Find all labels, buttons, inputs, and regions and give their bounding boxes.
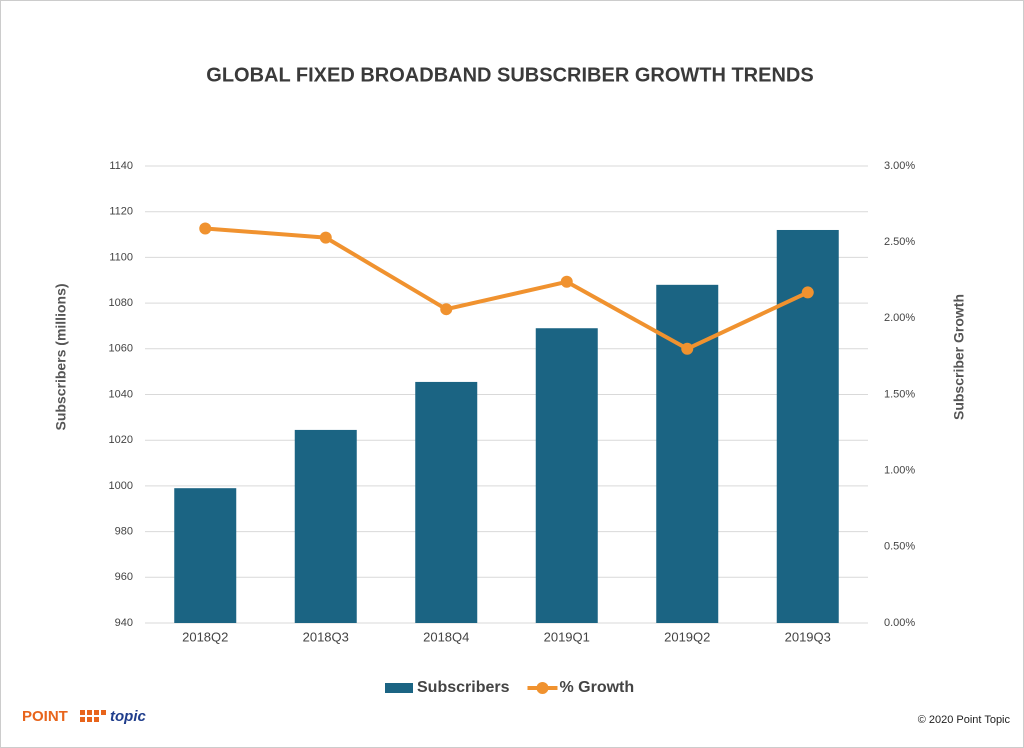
bar — [415, 381, 478, 623]
y-tick-label: 940 — [115, 617, 133, 629]
logo-square — [80, 717, 85, 722]
bar — [535, 328, 598, 623]
y2-tick-label: 0.00% — [884, 617, 915, 629]
bar — [174, 488, 237, 623]
line-point — [440, 303, 453, 316]
x-tick-label: 2019Q1 — [544, 629, 590, 644]
line-point — [681, 342, 694, 355]
x-tick-label: 2018Q2 — [182, 629, 228, 644]
legend-label: Subscribers — [417, 679, 510, 696]
x-tick-label: 2018Q4 — [423, 629, 469, 644]
line-point — [560, 275, 573, 288]
logo: POINT topic — [22, 708, 146, 725]
y2-tick-label: 1.00% — [884, 465, 915, 477]
line-point — [319, 231, 332, 244]
y-axis-label: Subscribers (millions) — [53, 283, 69, 430]
y2-tick-label: 0.50% — [884, 541, 915, 553]
copyright: © 2020 Point Topic — [918, 714, 1011, 726]
logo-square — [94, 710, 99, 715]
y-tick-label: 1040 — [109, 388, 133, 400]
logo-right: topic — [110, 708, 146, 725]
y-tick-label: 1060 — [109, 343, 133, 355]
logo-square — [87, 717, 92, 722]
y2-axis-label: Subscriber Growth — [951, 294, 967, 420]
logo-square — [87, 710, 92, 715]
y2-tick-label: 3.00% — [884, 160, 915, 172]
y2-tick-label: 2.50% — [884, 236, 915, 248]
y2-tick-label: 1.50% — [884, 388, 915, 400]
logo-square — [80, 710, 85, 715]
y-tick-label: 1080 — [109, 297, 133, 309]
logo-left: POINT — [22, 708, 68, 725]
y-tick-label: 980 — [115, 526, 133, 538]
y2-tick-label: 2.00% — [884, 312, 915, 324]
bar — [294, 429, 357, 623]
line-point — [199, 222, 212, 235]
legend-swatch — [536, 682, 549, 694]
logo-square — [101, 710, 106, 715]
y-tick-label: 1000 — [109, 480, 133, 492]
logo-square — [94, 717, 99, 722]
x-tick-label: 2018Q3 — [303, 629, 349, 644]
y-tick-label: 1100 — [109, 251, 133, 263]
legend-swatch — [385, 683, 413, 693]
x-tick-label: 2019Q2 — [664, 629, 710, 644]
y-tick-label: 1120 — [109, 206, 133, 218]
x-tick-label: 2019Q3 — [785, 629, 831, 644]
legend-label: % Growth — [559, 679, 634, 696]
y-tick-label: 1020 — [109, 434, 133, 446]
line-point — [801, 286, 814, 299]
line — [205, 226, 809, 351]
chart-title: GLOBAL FIXED BROADBAND SUBSCRIBER GROWTH… — [206, 64, 813, 86]
y-tick-label: 1140 — [109, 160, 133, 172]
y-tick-label: 960 — [115, 571, 133, 583]
